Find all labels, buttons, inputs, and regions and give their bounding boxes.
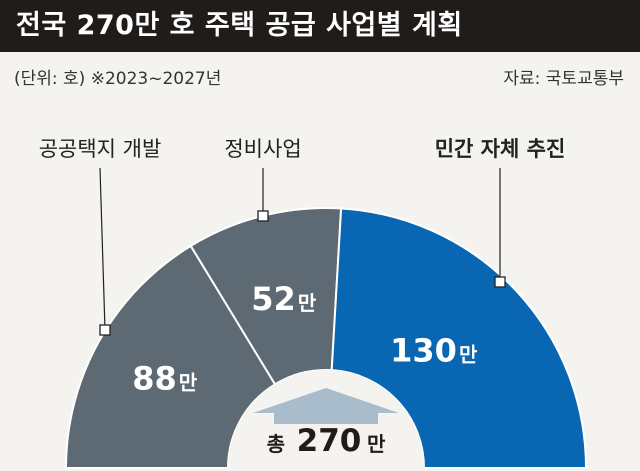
- value-labels: 88 만 52 만 130 만: [132, 280, 478, 397]
- house-icon: [253, 388, 399, 424]
- total-text: 총 270 만: [267, 423, 386, 459]
- value-label-민간-자체-추진: 130 만: [390, 332, 478, 370]
- chart-title: 전국 270만 호 주택 공급 사업별 계획: [0, 0, 640, 52]
- total-unit: 만: [367, 432, 386, 456]
- total-value: 270: [297, 423, 362, 459]
- category-label-민간-자체-추진: 민간 자체 추진: [435, 137, 566, 161]
- leader-marker-정비사업: [257, 210, 269, 222]
- unit-note: (단위: 호) ※2023~2027년: [14, 64, 221, 89]
- label-leader-lines: [99, 167, 506, 336]
- category-label-공공택지-개발: 공공택지 개발: [39, 137, 162, 161]
- source-note: 자료: 국토교통부: [503, 69, 624, 89]
- leader-marker-공공택지-개발: [99, 324, 111, 336]
- chart-slices: [64, 207, 588, 469]
- period-text: ※2023~2027년: [90, 69, 222, 89]
- value-label-공공택지-개발: 88 만: [132, 359, 198, 397]
- category-labels: 공공택지 개발 정비사업 민간 자체 추진: [39, 137, 566, 161]
- value-label-정비사업: 52 만: [251, 280, 317, 318]
- leader-line-공공택지-개발: [99, 167, 106, 331]
- total-label: 총: [267, 432, 285, 456]
- unit-text: (단위: 호): [14, 69, 86, 89]
- center-total: 총 270 만: [253, 388, 399, 459]
- category-label-정비사업: 정비사업: [224, 137, 301, 161]
- leader-marker-민간-자체-추진: [494, 276, 506, 288]
